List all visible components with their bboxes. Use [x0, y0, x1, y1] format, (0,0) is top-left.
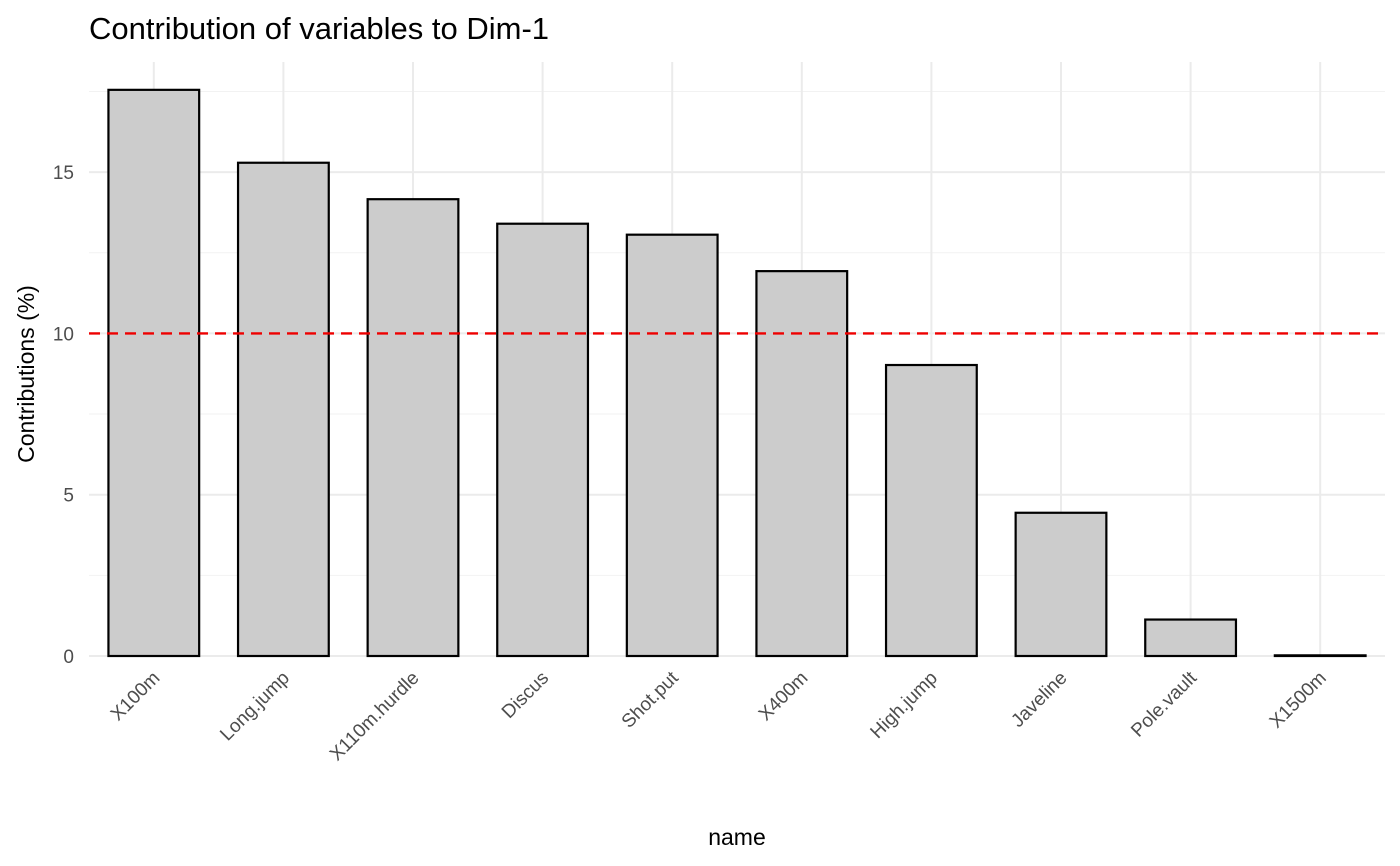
x-tick-label: Shot.put — [618, 667, 683, 732]
bar-x100m — [107, 88, 201, 658]
y-tick-label: 10 — [53, 324, 74, 345]
x-axis-ticks: X100m Long.jump X110m.hurdle Discus Shot.put… — [107, 667, 1331, 765]
x-tick-label: X1500m — [1266, 668, 1331, 733]
y-axis-ticks: 0 5 10 15 — [53, 163, 74, 668]
x-tick-label: Long.jump — [216, 668, 294, 746]
bar-shot-put — [625, 233, 719, 658]
y-tick-label: 5 — [63, 486, 74, 507]
bar-x110m-hurdle — [366, 198, 460, 658]
bar-high-jump — [884, 363, 978, 658]
y-tick-label: 0 — [63, 647, 74, 668]
bar-discus — [496, 222, 590, 658]
bar-pole-vault — [1144, 618, 1238, 658]
y-tick-label: 15 — [53, 163, 74, 184]
x-tick-label: Discus — [498, 668, 553, 723]
y-axis-title: Contributions (%) — [13, 285, 39, 463]
bar-x1500m — [1273, 654, 1367, 658]
chart-title: Contribution of variables to Dim-1 — [89, 11, 549, 46]
x-tick-label: Javeline — [1007, 668, 1071, 732]
x-tick-label: X100m — [107, 668, 164, 725]
x-tick-label: X400m — [755, 668, 812, 725]
bar-group — [107, 88, 1367, 658]
bar-javeline — [1014, 511, 1108, 658]
x-axis-title: name — [708, 824, 766, 850]
x-tick-label: High.jump — [867, 668, 942, 743]
x-tick-label: X110m.hurdle — [326, 668, 424, 766]
bar-x400m — [755, 270, 849, 658]
x-tick-label: Pole.vault — [1127, 667, 1201, 741]
bar-long-jump — [236, 161, 330, 658]
